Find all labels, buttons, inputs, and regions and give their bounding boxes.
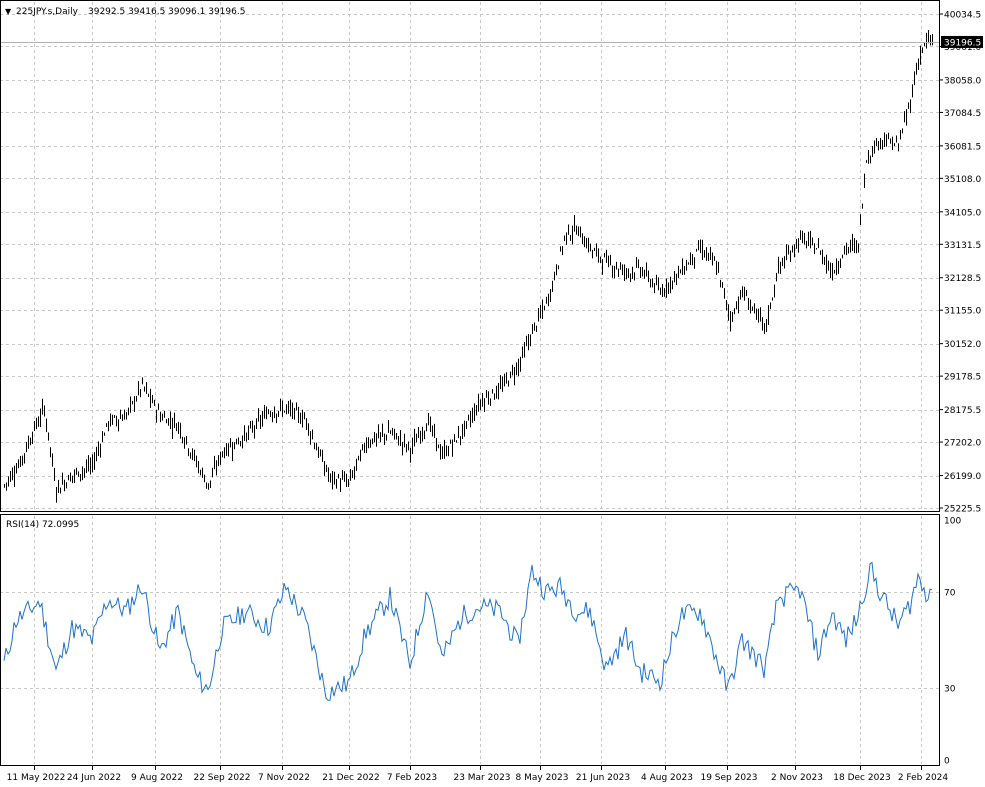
ohlc-readout: 39292.5 39416.5 39096.1 39196.5	[88, 7, 245, 17]
price-tick-label: 32128.5	[944, 274, 981, 284]
price-tick-label: 39061.0	[944, 43, 981, 53]
price-tick-label: 26199.0	[944, 472, 981, 482]
price-tick-label: 25225.5	[944, 505, 981, 515]
price-tick-label: 27202.0	[944, 439, 981, 449]
time-tick-label: 19 Sep 2023	[700, 773, 757, 783]
price-axis: 40034.5 39061.0 38058.0 37084.5 36081.5 35108…	[939, 11, 981, 515]
time-tick-label: 22 Sep 2022	[193, 773, 250, 783]
price-tick-label: 40034.5	[944, 11, 981, 21]
time-tick-label: 23 Mar 2023	[453, 773, 510, 783]
time-tick-label: 9 Aug 2022	[131, 773, 183, 783]
price-tick-label: 35108.0	[944, 175, 981, 185]
price-tick-label: 33131.5	[944, 241, 981, 251]
rsi-axis: 100 70 30 0	[944, 517, 961, 767]
time-tick-label: 4 Aug 2023	[641, 773, 693, 783]
price-tick-label: 29178.5	[944, 373, 981, 383]
time-tick-label: 21 Dec 2022	[322, 773, 380, 783]
price-tick-label: 30152.0	[944, 340, 981, 350]
rsi-panel-frame	[0, 514, 940, 766]
rsi-tick-label: 70	[944, 589, 956, 599]
price-tick-label: 37084.5	[944, 109, 981, 119]
price-tick-label: 28175.5	[944, 406, 981, 416]
rsi-grid	[0, 516, 939, 764]
rsi-tick-label: 100	[944, 517, 961, 527]
time-tick-label: 7 Nov 2022	[258, 773, 310, 783]
time-tick-label: 7 Feb 2023	[387, 773, 437, 783]
symbol-title: 225JPY.s,Daily	[16, 7, 79, 17]
time-tick-label: 8 May 2023	[516, 773, 569, 783]
time-tick-label: 24 Jun 2022	[67, 773, 121, 783]
price-tick-label: 36081.5	[944, 142, 981, 152]
time-tick-label: 21 Jun 2023	[576, 773, 630, 783]
price-panel-frame	[0, 0, 940, 512]
price-bars[interactable]	[4, 30, 933, 503]
rsi-tick-label: 30	[944, 685, 956, 695]
rsi-line[interactable]	[3, 561, 933, 701]
time-axis: 11 May 2022 24 Jun 2022 9 Aug 2022 22 Sep 2…	[7, 766, 949, 783]
price-tick-label: 34105.0	[944, 208, 981, 218]
time-tick-label: 18 Dec 2023	[833, 773, 891, 783]
rsi-title: RSI(14) 72.0995	[6, 520, 79, 530]
current-price-label: 39196.5	[944, 38, 981, 48]
rsi-tick-label: 0	[944, 757, 950, 767]
time-tick-label: 2 Feb 2024	[898, 773, 949, 783]
price-tick-label: 31155.0	[944, 307, 981, 317]
price-tick-label: 38058.0	[944, 76, 981, 86]
price-grid	[0, 2, 939, 510]
symbol-dropdown-icon[interactable]: ▼	[5, 7, 12, 16]
time-tick-label: 11 May 2022	[7, 773, 66, 783]
current-price-badge	[941, 35, 983, 48]
time-tick-label: 2 Nov 2023	[771, 773, 823, 783]
